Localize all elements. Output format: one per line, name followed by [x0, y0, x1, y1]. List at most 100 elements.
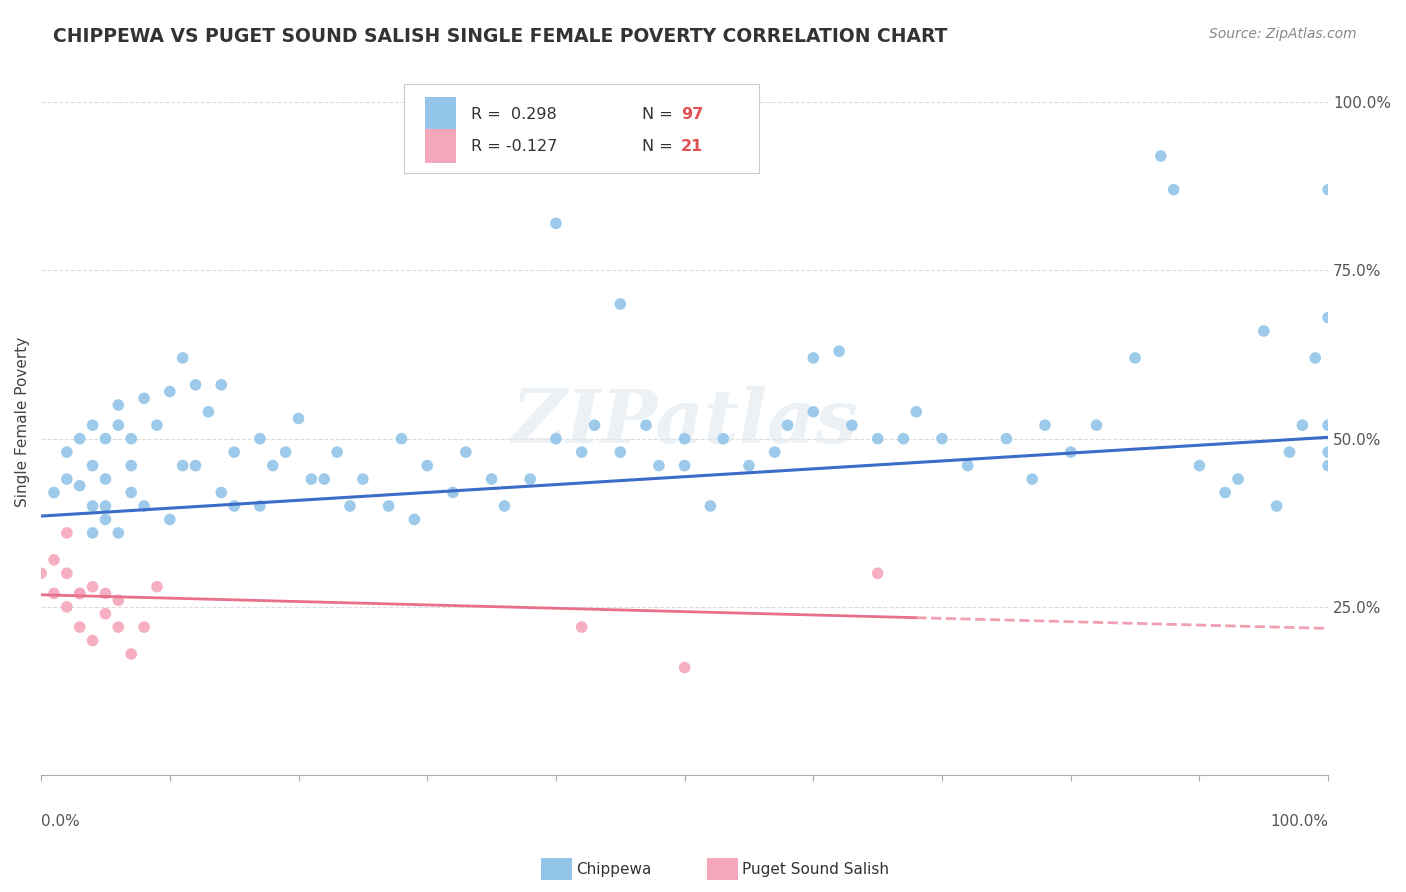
Point — [801, 405, 824, 419]
Point — [866, 432, 889, 446]
FancyBboxPatch shape — [404, 84, 759, 173]
Point — [42, 586, 65, 600]
Point — [841, 418, 863, 433]
Point — [172, 458, 194, 473]
Point — [146, 580, 169, 594]
Point — [69, 479, 91, 493]
Point — [299, 472, 322, 486]
Text: N =: N = — [643, 107, 678, 122]
Text: Chippewa: Chippewa — [576, 863, 652, 877]
Point — [94, 586, 117, 600]
Point — [107, 525, 129, 540]
Point — [1291, 418, 1313, 433]
Point — [544, 432, 567, 446]
Point — [1150, 149, 1173, 163]
Point — [481, 472, 503, 486]
Point — [69, 620, 91, 634]
Point — [648, 458, 671, 473]
Point — [94, 432, 117, 446]
Point — [1033, 418, 1056, 433]
Point — [416, 458, 439, 473]
Point — [224, 445, 246, 459]
Point — [107, 620, 129, 634]
Point — [1227, 472, 1250, 486]
Text: CHIPPEWA VS PUGET SOUND SALISH SINGLE FEMALE POVERTY CORRELATION CHART: CHIPPEWA VS PUGET SOUND SALISH SINGLE FE… — [53, 27, 948, 45]
Point — [571, 620, 593, 634]
Point — [931, 432, 953, 446]
Point — [866, 566, 889, 581]
Point — [120, 647, 142, 661]
Point — [107, 418, 129, 433]
Point — [583, 418, 606, 433]
Point — [82, 580, 104, 594]
Point — [1278, 445, 1301, 459]
Point — [184, 458, 207, 473]
Point — [132, 620, 155, 634]
Point — [42, 553, 65, 567]
Point — [995, 432, 1018, 446]
Point — [1317, 310, 1340, 325]
Point — [441, 485, 464, 500]
Point — [94, 512, 117, 526]
Point — [404, 512, 426, 526]
Point — [69, 586, 91, 600]
Point — [82, 525, 104, 540]
Point — [1317, 183, 1340, 197]
Point — [893, 432, 915, 446]
Point — [571, 445, 593, 459]
Bar — [425, 129, 456, 163]
Point — [249, 499, 271, 513]
Text: N =: N = — [643, 139, 678, 153]
Point — [494, 499, 516, 513]
Text: 97: 97 — [681, 107, 703, 122]
Point — [107, 593, 129, 607]
Point — [184, 377, 207, 392]
Point — [1265, 499, 1288, 513]
Point — [197, 405, 219, 419]
Point — [1253, 324, 1275, 338]
Point — [1317, 458, 1340, 473]
Point — [634, 418, 657, 433]
Text: Puget Sound Salish: Puget Sound Salish — [742, 863, 890, 877]
Point — [209, 377, 232, 392]
Point — [262, 458, 284, 473]
Point — [56, 525, 79, 540]
Text: 0.0%: 0.0% — [41, 814, 80, 829]
Point — [120, 458, 142, 473]
Point — [209, 485, 232, 500]
Point — [69, 586, 91, 600]
Point — [544, 216, 567, 230]
Text: R = -0.127: R = -0.127 — [471, 139, 557, 153]
Text: 21: 21 — [681, 139, 703, 153]
Point — [609, 445, 631, 459]
Point — [326, 445, 349, 459]
Point — [905, 405, 928, 419]
Point — [159, 512, 181, 526]
Point — [1303, 351, 1326, 365]
Point — [30, 566, 52, 581]
Point — [120, 432, 142, 446]
Point — [94, 499, 117, 513]
Point — [274, 445, 297, 459]
Bar — [425, 97, 456, 131]
Point — [673, 432, 696, 446]
Point — [1021, 472, 1043, 486]
Point — [609, 297, 631, 311]
Point — [287, 411, 309, 425]
Point — [314, 472, 336, 486]
Point — [56, 472, 79, 486]
Point — [172, 351, 194, 365]
Point — [1188, 458, 1211, 473]
Point — [1163, 183, 1185, 197]
Point — [673, 660, 696, 674]
Point — [107, 398, 129, 412]
Point — [82, 499, 104, 513]
Point — [94, 607, 117, 621]
Point — [132, 392, 155, 406]
Point — [56, 445, 79, 459]
Point — [1317, 418, 1340, 433]
Point — [1123, 351, 1146, 365]
Point — [82, 418, 104, 433]
Point — [132, 499, 155, 513]
Text: Source: ZipAtlas.com: Source: ZipAtlas.com — [1209, 27, 1357, 41]
